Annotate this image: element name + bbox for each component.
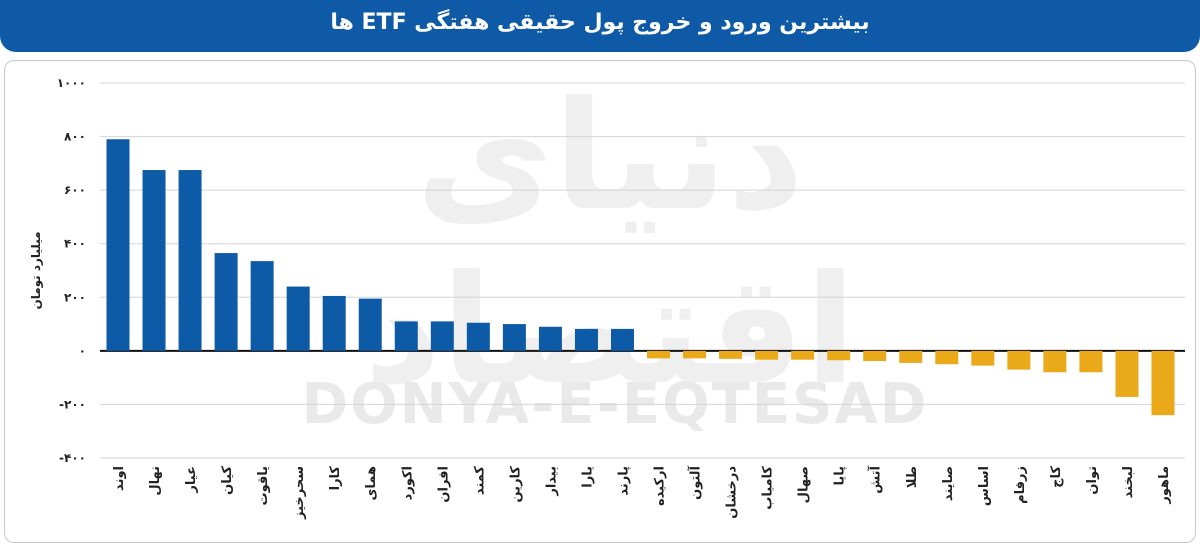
x-tick-label: پارند xyxy=(616,466,631,496)
bar xyxy=(394,321,418,351)
bar xyxy=(538,326,562,351)
bar xyxy=(1079,350,1103,373)
bar xyxy=(214,253,238,351)
watermark-persian: دنیای اقتصاد xyxy=(364,70,856,418)
bar xyxy=(610,328,634,351)
chart-title: بیشترین ورود و خروج پول حقیقی هفتگی ETF … xyxy=(330,10,870,35)
x-tick-label: کامیاب xyxy=(761,466,776,510)
x-tick-label: سحرخیز xyxy=(292,466,307,520)
header-bar: بیشترین ورود و خروج پول حقیقی هفتگی ETF … xyxy=(0,0,1200,52)
bar xyxy=(755,350,779,360)
x-tick-label: بیدار xyxy=(544,466,559,497)
y-tick-label: ۲۰۰ xyxy=(64,290,86,304)
y-tick-label: ۶۰۰ xyxy=(64,183,86,197)
x-tick-label: کاج xyxy=(1049,466,1064,488)
x-tick-label: ارکیده xyxy=(653,466,668,506)
x-tick-label: اساس xyxy=(977,466,992,506)
bar xyxy=(142,170,166,351)
y-tick-label: ۴۰۰ xyxy=(64,237,86,251)
bar xyxy=(719,350,743,359)
y-tick-label: ۸۰۰ xyxy=(64,130,86,144)
x-tick-label: همای xyxy=(364,466,379,501)
x-tick-label: زرفام xyxy=(1013,466,1028,504)
bar xyxy=(250,261,274,351)
bar xyxy=(1151,350,1175,416)
x-tick-label: عیار xyxy=(184,466,199,494)
bar xyxy=(863,350,887,362)
bar xyxy=(935,350,959,365)
x-tick-label: کارا xyxy=(328,466,343,491)
bar xyxy=(647,350,671,359)
bar xyxy=(683,350,707,359)
bar xyxy=(1043,350,1067,373)
x-tick-label: توان xyxy=(1085,466,1100,495)
chart-frame xyxy=(4,60,1196,543)
y-tick-label: -۴۰۰ xyxy=(59,451,86,465)
bar xyxy=(106,139,130,351)
x-tick-label: پایا xyxy=(833,466,848,486)
bar xyxy=(1115,350,1139,397)
x-tick-label: اوند xyxy=(112,466,127,491)
bar xyxy=(827,350,851,361)
bar xyxy=(466,322,490,351)
x-tick-label: آتش xyxy=(867,465,884,493)
bar xyxy=(971,350,995,366)
y-axis-label: میلیارد تومان xyxy=(29,231,44,309)
x-tick-label: یارا xyxy=(580,466,595,488)
bar xyxy=(322,295,346,351)
x-tick-label: نهال xyxy=(148,466,163,496)
bar xyxy=(791,350,815,360)
y-tick-label: ۱۰۰۰ xyxy=(57,76,86,90)
x-tick-label: کمند xyxy=(472,466,487,496)
bar xyxy=(899,350,923,363)
x-tick-label: آلتون xyxy=(687,465,704,499)
x-tick-label: کیان xyxy=(220,466,235,495)
bar xyxy=(178,170,202,351)
bar xyxy=(574,328,598,351)
x-tick-label: لبخند xyxy=(1121,466,1136,498)
bar xyxy=(1007,350,1031,370)
bar xyxy=(286,286,310,351)
x-tick-label: صهال xyxy=(797,466,812,503)
y-tick-label: ۰ xyxy=(79,344,86,358)
bar xyxy=(430,321,454,351)
x-tick-label: درخشان xyxy=(725,466,740,519)
bar xyxy=(502,324,526,351)
x-tick-label: طلا xyxy=(905,466,920,488)
x-tick-label: صایند xyxy=(941,466,956,501)
x-tick-label: یاقوت xyxy=(256,466,271,506)
x-tick-label: افران xyxy=(436,466,451,503)
x-tick-label: اکورد xyxy=(400,466,415,500)
y-tick-label: -۲۰۰ xyxy=(59,397,86,411)
x-tick-label: کارین xyxy=(508,466,523,503)
bar xyxy=(358,298,382,351)
x-tick-label: ماهور xyxy=(1157,466,1172,505)
